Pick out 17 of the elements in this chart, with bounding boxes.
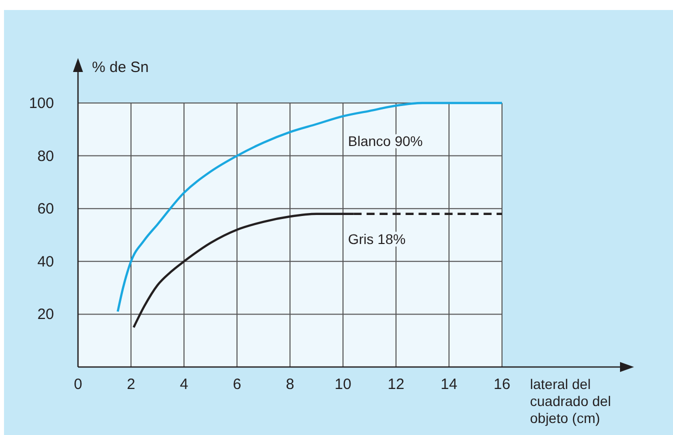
x-tick-label: 12 [388, 376, 404, 393]
x-tick-label: 6 [232, 376, 242, 393]
y-tick-label: 80 [37, 148, 54, 165]
y-tick-label: 100 [28, 95, 54, 112]
y-tick-label: 40 [37, 253, 54, 270]
y-tick-label: 60 [37, 200, 54, 218]
x-tick-label: 4 [180, 376, 188, 393]
y-tick-label: 20 [37, 306, 54, 324]
x-tick-label: 10 [334, 376, 352, 393]
x-tick-label: 16 [494, 376, 510, 393]
x-tick-label: 2 [126, 376, 136, 393]
x-tick-label: 0 [74, 376, 82, 393]
x-tick-label: 8 [286, 376, 294, 393]
y-axis-title: % de Sn [92, 59, 149, 76]
x-axis-title: lateral del cuadrado del objeto (cm) [530, 376, 611, 426]
x-tick-label: 14 [440, 376, 458, 393]
line-series [116, 102, 504, 313]
